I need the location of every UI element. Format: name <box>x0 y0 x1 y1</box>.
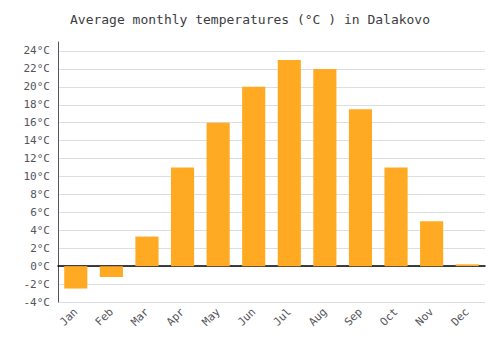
svg-text:16°C: 16°C <box>24 116 51 129</box>
svg-text:4°C: 4°C <box>30 224 50 237</box>
svg-text:18°C: 18°C <box>24 98 51 111</box>
svg-text:24°C: 24°C <box>24 44 51 57</box>
svg-text:Aug: Aug <box>306 305 329 328</box>
svg-text:12°C: 12°C <box>24 152 51 165</box>
svg-text:-4°C: -4°C <box>24 296 51 309</box>
svg-text:Dec: Dec <box>449 305 472 328</box>
svg-text:8°C: 8°C <box>30 188 50 201</box>
svg-text:10°C: 10°C <box>24 170 51 183</box>
svg-text:6°C: 6°C <box>30 206 50 219</box>
svg-text:0°C: 0°C <box>30 260 50 273</box>
svg-text:22°C: 22°C <box>24 62 51 75</box>
svg-text:2°C: 2°C <box>30 242 50 255</box>
svg-text:Feb: Feb <box>93 305 116 328</box>
svg-text:May: May <box>199 305 222 328</box>
svg-text:Nov: Nov <box>413 305 436 328</box>
svg-text:Average monthly temperatures (: Average monthly temperatures (°C ) in Da… <box>70 12 430 27</box>
svg-text:Jan: Jan <box>57 305 80 328</box>
svg-text:14°C: 14°C <box>24 134 51 147</box>
svg-text:Mar: Mar <box>128 305 151 328</box>
svg-text:-2°C: -2°C <box>24 278 51 291</box>
svg-text:Jul: Jul <box>271 305 294 328</box>
svg-text:Oct: Oct <box>377 305 400 328</box>
svg-text:20°C: 20°C <box>24 80 51 93</box>
svg-text:Apr: Apr <box>164 305 187 328</box>
svg-text:Sep: Sep <box>342 305 365 328</box>
svg-text:Jun: Jun <box>235 305 258 328</box>
